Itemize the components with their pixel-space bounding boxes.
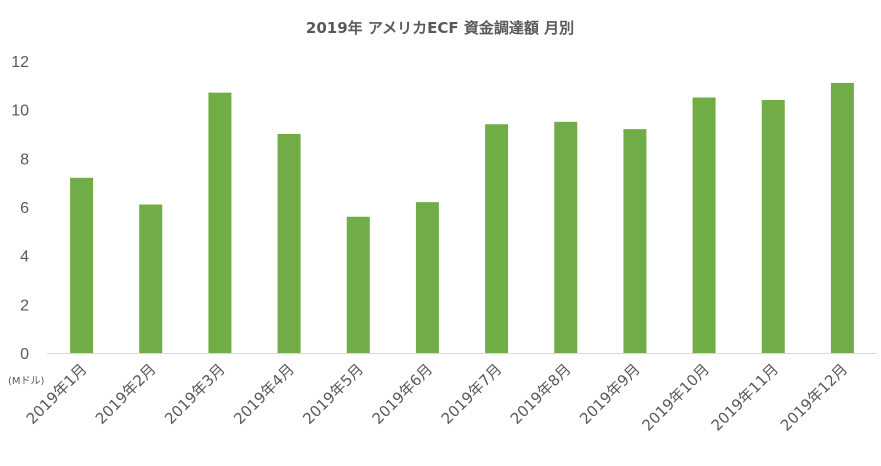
y-unit-label: (Mドル) <box>8 376 45 387</box>
y-axis-ticks: 0 2 4 6 8 10 12 <box>11 54 29 363</box>
x-tick-label: 2019年2月 <box>92 360 160 428</box>
y-tick-label: 2 <box>20 297 29 314</box>
y-tick-label: 6 <box>20 200 29 217</box>
x-tick-label: 2019年8月 <box>507 360 575 428</box>
bar <box>554 121 578 353</box>
bar <box>830 82 854 354</box>
bar <box>346 216 370 353</box>
y-tick-label: 12 <box>11 54 29 71</box>
bar <box>485 124 509 354</box>
x-tick-label: 2019年5月 <box>299 360 367 428</box>
bar <box>70 177 94 353</box>
x-tick-label: 2019年12月 <box>777 360 851 434</box>
bar <box>208 92 232 353</box>
y-tick-label: 4 <box>20 249 29 266</box>
bar <box>139 204 163 353</box>
x-tick-label: 2019年1月 <box>23 360 91 428</box>
y-tick-label: 10 <box>11 103 29 120</box>
bar <box>692 97 716 353</box>
bar <box>623 129 647 353</box>
x-tick-label: 2019年4月 <box>230 360 298 428</box>
x-axis-ticks: 2019年1月 2019年2月 2019年3月 2019年4月 2019年5月 2019年… <box>23 360 852 434</box>
bar <box>277 134 301 353</box>
y-tick-label: 8 <box>20 151 29 168</box>
bar <box>415 202 439 353</box>
bars <box>70 82 854 354</box>
x-tick-label: 2019年6月 <box>369 360 437 428</box>
bar <box>761 99 785 353</box>
chart-title: 2019年 アメリカECF 資金調達額 月別 <box>306 19 574 37</box>
y-tick-label: 0 <box>20 346 29 363</box>
x-tick-label: 2019年9月 <box>576 360 644 428</box>
x-tick-label: 2019年10月 <box>638 360 712 434</box>
x-tick-label: 2019年3月 <box>161 360 229 428</box>
x-tick-label: 2019年7月 <box>438 360 506 428</box>
x-tick-label: 2019年11月 <box>708 360 782 434</box>
